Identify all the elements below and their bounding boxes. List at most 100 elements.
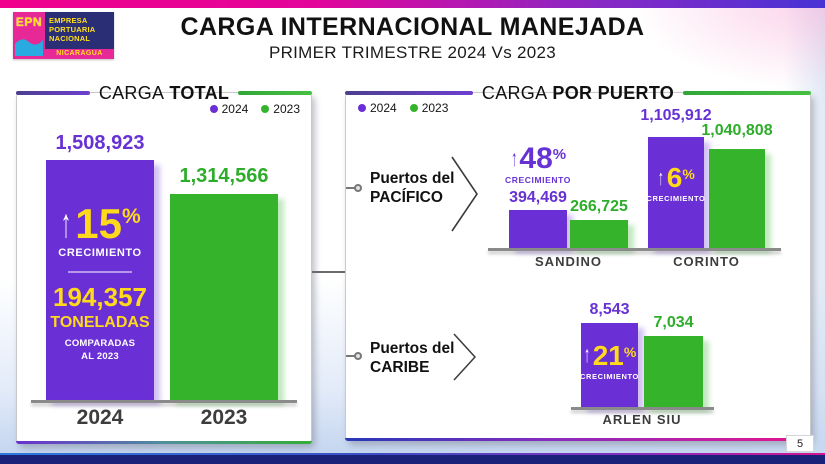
delta-value: 194,357 <box>53 282 147 312</box>
pacifico-label: Puertos del PACÍFICO <box>370 169 454 207</box>
sandino-2024-bar <box>509 210 567 248</box>
legend-dot-2023 <box>409 104 418 112</box>
epn-country-label: NICARAGUA <box>45 49 114 59</box>
epn-logo-wordmark: EMPRESA PORTUARIA NACIONAL NICARAGUA <box>45 12 114 59</box>
slide-header: CARGA INTERNACIONAL MANEJADA PRIMER TRIM… <box>120 13 705 63</box>
legend-item-2023: 2023 <box>409 101 449 115</box>
pacifico-baseline <box>488 248 781 251</box>
sandino-2023-value: 266,725 <box>570 198 628 215</box>
growth-percent: 15 <box>75 200 123 247</box>
percent-sign: % <box>122 205 141 228</box>
legend-label-2024: 2024 <box>370 101 397 115</box>
percent-sign: % <box>552 146 567 163</box>
caribe-label-line1: Puertos del <box>370 340 455 357</box>
legend-label-2024: 2024 <box>221 102 249 116</box>
carga-por-puerto-title: CARGA POR PUERTO <box>473 83 683 104</box>
legend: 2024 2023 <box>209 102 300 116</box>
caribe-label: Puertos del CARIBE <box>370 339 454 377</box>
pacifico-label-line1: Puertos del <box>370 170 455 187</box>
header-line-green <box>238 91 313 95</box>
legend-dot-2024 <box>358 104 366 112</box>
chevron-right-icon <box>451 156 478 232</box>
carga-total-panel: CARGA TOTAL 2024 2023 1,508,923 ↑ 15 % C… <box>16 83 313 444</box>
arlen-growth-block: ↑ 21 % CRECIMIENTO <box>580 323 639 407</box>
panel-accent-bottom <box>16 441 312 444</box>
total-growth-block: ↑ 15 % CRECIMIENTO 194,357 TONELADAS COM… <box>46 160 154 400</box>
delta-note-2: AL 2023 <box>81 351 119 362</box>
corinto-2024-value: 1,105,912 <box>640 107 712 124</box>
caribe-label-line2: CARIBE <box>370 359 430 376</box>
header-line-purple <box>16 91 90 95</box>
legend-label-2023: 2023 <box>273 102 300 116</box>
epn-logo: EPN EMPRESA PORTUARIA NACIONAL NICARAGUA <box>13 12 114 59</box>
panel-accent-bottom <box>345 438 811 441</box>
up-arrow-icon: ↑ <box>658 165 664 191</box>
growth-percent: 21 <box>592 340 624 371</box>
corinto-growth-block: ↑ 6 % CRECIMIENTO <box>646 137 706 248</box>
arlen-siu-2024-bar: ↑ 21 % CRECIMIENTO <box>580 323 639 407</box>
page-subtitle: PRIMER TRIMESTRE 2024 Vs 2023 <box>268 43 557 62</box>
up-arrow-icon: ↑ <box>510 145 518 172</box>
connector-line <box>312 271 346 273</box>
total-2023-value: 1,314,566 <box>179 165 269 187</box>
axis-label-corinto: CORINTO <box>673 254 740 269</box>
branch-stub-caribe <box>346 355 355 357</box>
legend-dot-2023 <box>261 105 270 113</box>
growth-label: CRECIMIENTO <box>505 175 571 185</box>
corinto-2023-bar <box>709 149 765 248</box>
epn-logo-mark: EPN <box>13 12 45 59</box>
legend-item-2024: 2024 <box>358 101 397 115</box>
page-number: 5 <box>786 435 814 452</box>
carga-total-title: CARGA TOTAL <box>90 83 238 104</box>
epn-org-name: EMPRESA PORTUARIA NACIONAL <box>45 12 114 43</box>
epn-org-line: PORTUARIA <box>49 25 96 34</box>
axis-label-2024: 2024 <box>76 406 124 429</box>
corinto-2023-value: 1,040,808 <box>701 122 773 139</box>
growth-label: CRECIMIENTO <box>646 194 706 203</box>
branch-node-pacifico <box>354 184 362 192</box>
title-bold: POR PUERTO <box>552 82 675 103</box>
axis-baseline <box>31 400 297 403</box>
carga-por-puerto-header: CARGA POR PUERTO <box>345 80 811 106</box>
arlen-siu-2024-value: 8,543 <box>589 301 630 318</box>
title-bold: TOTAL <box>169 82 230 103</box>
growth-percent: 48 <box>519 142 553 175</box>
delta-unit: TONELADAS <box>50 314 150 331</box>
top-accent-bar <box>0 0 825 8</box>
sandino-2023-bar <box>570 220 628 248</box>
delta-note-1: COMPARADAS <box>64 338 136 349</box>
percent-sign: % <box>682 166 695 182</box>
chevron-right-icon <box>453 333 477 381</box>
title-light: CARGA <box>481 82 548 103</box>
header-line-purple <box>345 91 473 95</box>
legend-item-2024: 2024 <box>209 102 249 116</box>
pacifico-label-line2: PACÍFICO <box>370 189 443 206</box>
growth-row: ↑ 48 % <box>510 142 567 175</box>
header-line-green <box>683 91 811 95</box>
epn-org-line: NACIONAL <box>49 34 91 43</box>
bottom-accent-line <box>0 453 825 455</box>
total-2024-value: 1,508,923 <box>55 132 145 154</box>
carga-por-puerto-panel: CARGA POR PUERTO 2024 2023 Puertos del P… <box>345 83 811 441</box>
legend-dot-2024 <box>209 105 218 113</box>
axis-label-2023: 2023 <box>200 406 248 429</box>
growth-label: CRECIMIENTO <box>580 372 639 381</box>
axis-label-arlen-siu: ARLEN SIU <box>602 412 682 427</box>
caribe-baseline <box>571 407 714 410</box>
total-2024-bar: ↑ 15 % CRECIMIENTO 194,357 TONELADAS COM… <box>46 160 154 400</box>
corinto-2024-bar: ↑ 6 % CRECIMIENTO <box>646 137 706 248</box>
growth-row: ↑ 6 % <box>657 164 695 192</box>
legend-label-2023: 2023 <box>421 101 449 115</box>
epn-logo-text: EPN <box>15 15 43 29</box>
title-light: CARGA <box>98 82 165 103</box>
axis-label-sandino: SANDINO <box>535 254 602 269</box>
growth-label: CRECIMIENTO <box>58 247 142 259</box>
legend: 2024 2023 <box>358 101 448 115</box>
bottom-accent-bar <box>0 453 825 464</box>
divider-line <box>68 271 132 273</box>
epn-org-line: EMPRESA <box>49 16 88 25</box>
wave-icon <box>15 39 43 56</box>
legend-item-2023: 2023 <box>261 102 300 116</box>
carga-total-header: CARGA TOTAL <box>16 80 313 106</box>
